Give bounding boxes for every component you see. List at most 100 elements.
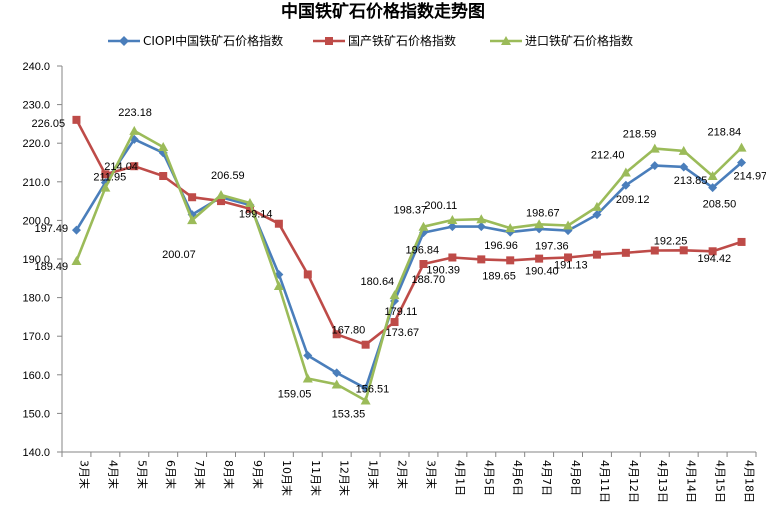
data-point xyxy=(737,158,747,168)
data-point xyxy=(708,183,718,193)
data-label: 180.64 xyxy=(361,276,395,288)
data-point xyxy=(100,182,111,192)
x-tick-label: 4月15日 xyxy=(714,460,727,503)
data-point xyxy=(737,237,746,246)
data-label: 209.12 xyxy=(616,194,650,206)
data-point xyxy=(244,198,255,208)
y-tick-label: 210.0 xyxy=(22,177,50,189)
legend-label-domestic: 国产铁矿石价格指数 xyxy=(348,33,456,48)
data-label: 226.05 xyxy=(31,118,65,130)
data-label: 218.59 xyxy=(623,129,657,141)
data-point xyxy=(158,142,169,152)
series-line-0 xyxy=(75,138,743,390)
data-point xyxy=(129,125,140,135)
x-tick-label: 2月末 xyxy=(396,460,410,489)
data-label: 197.49 xyxy=(34,223,68,235)
data-point xyxy=(274,219,283,228)
data-point xyxy=(273,281,284,291)
data-point xyxy=(216,189,227,199)
chart-title: 中国铁矿石价格指数走势图 xyxy=(281,1,485,22)
data-point xyxy=(534,219,545,229)
data-label: 198.67 xyxy=(526,208,560,220)
data-point xyxy=(708,247,717,256)
data-point xyxy=(332,330,341,339)
data-point xyxy=(447,214,458,224)
data-point xyxy=(302,373,313,383)
x-tick-label: 4月13日 xyxy=(656,460,669,503)
data-point xyxy=(447,222,457,232)
x-tick-label: 9月末 xyxy=(251,460,265,489)
y-tick-label: 240.0 xyxy=(22,61,50,73)
data-label: 159.05 xyxy=(278,388,312,400)
legend-item-domestic: 国产铁矿石价格指数 xyxy=(313,33,456,48)
data-point xyxy=(71,225,81,235)
data-point xyxy=(535,254,544,263)
x-tick-label: 4月5日 xyxy=(482,460,495,496)
data-label: 218.84 xyxy=(708,127,742,139)
data-point xyxy=(390,318,399,327)
x-tick-label: 4月7日 xyxy=(540,460,553,496)
data-point xyxy=(707,171,718,181)
data-point xyxy=(621,248,630,257)
data-label: 167.80 xyxy=(332,325,366,337)
data-label: 211.95 xyxy=(93,171,126,183)
x-tick-label: 4月末 xyxy=(106,460,120,489)
data-label: 188.70 xyxy=(411,274,445,286)
data-point xyxy=(332,368,342,378)
data-point xyxy=(72,115,81,124)
data-point xyxy=(650,161,660,171)
data-label: 212.40 xyxy=(591,150,625,162)
x-tick-label: 7月末 xyxy=(193,460,207,489)
legend-label-ciopi: CIOPI中国铁矿石价格指数 xyxy=(143,33,283,48)
data-label: 189.49 xyxy=(34,261,68,273)
data-point xyxy=(245,204,254,213)
data-point xyxy=(592,210,602,220)
data-point xyxy=(303,270,312,279)
x-tick-label: 5月末 xyxy=(135,460,149,489)
x-tick-label: 4月12日 xyxy=(627,460,640,503)
data-point xyxy=(476,222,486,232)
data-point xyxy=(592,250,601,259)
data-label: 190.39 xyxy=(426,264,460,276)
data-label: 208.50 xyxy=(703,199,737,211)
legend-label-imported: 进口铁矿石价格指数 xyxy=(525,33,633,48)
y-tick-label: 180.0 xyxy=(22,293,50,305)
legend-item-imported: 进口铁矿石价格指数 xyxy=(490,33,633,48)
data-point xyxy=(505,223,516,233)
y-tick-label: 230.0 xyxy=(22,100,50,112)
x-tick-label: 3月末 xyxy=(77,460,91,489)
x-tick-label: 4月18日 xyxy=(743,460,756,503)
data-point xyxy=(419,260,428,269)
legend-item-ciopi: CIOPI中国铁矿石价格指数 xyxy=(108,33,283,48)
data-point xyxy=(564,253,573,262)
data-label: 223.18 xyxy=(118,107,152,119)
data-label: 213.85 xyxy=(674,175,708,187)
data-label: 214.04 xyxy=(104,161,138,173)
series-line-1 xyxy=(75,119,742,347)
data-label: 191.13 xyxy=(554,260,588,272)
x-tick-label: 6月末 xyxy=(164,460,178,489)
data-point xyxy=(649,143,660,153)
data-point xyxy=(679,162,689,172)
x-tick-label: 4月14日 xyxy=(685,460,698,503)
data-point xyxy=(303,351,313,360)
x-tick-label: 11月末 xyxy=(309,460,323,496)
x-tick-label: 12月末 xyxy=(338,460,352,496)
data-point xyxy=(331,379,342,389)
data-point xyxy=(418,221,429,231)
data-label: 198.37 xyxy=(393,205,427,217)
y-tick-label: 160.0 xyxy=(22,370,50,382)
x-tick-label: 8月末 xyxy=(222,460,236,489)
series-line-2 xyxy=(75,129,743,402)
data-label: 200.07 xyxy=(162,249,196,261)
data-label: 196.96 xyxy=(484,240,518,252)
x-tick-label: 10月末 xyxy=(280,460,294,496)
x-tick-label: 1月末 xyxy=(367,460,381,489)
data-label: 196.84 xyxy=(405,245,439,257)
y-tick-label: 170.0 xyxy=(22,331,50,343)
data-label: 153.35 xyxy=(332,408,366,420)
y-tick-label: 150.0 xyxy=(22,408,50,420)
data-label: 199.14 xyxy=(239,209,273,221)
plot-area: 140.0 150.0 160.0 170.0 180.0 190.0 200.0 210.0… xyxy=(22,61,766,503)
data-label: 197.36 xyxy=(535,241,569,253)
